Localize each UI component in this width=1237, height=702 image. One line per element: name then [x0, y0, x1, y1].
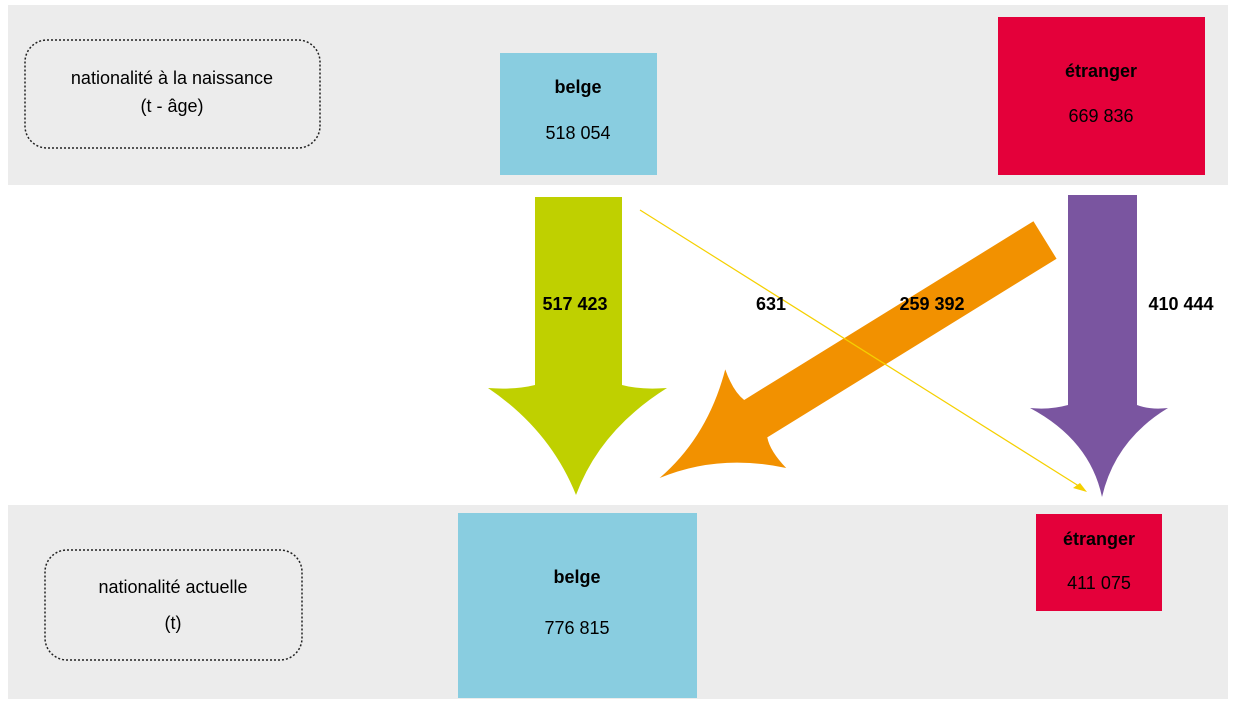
flow-arrow: [1030, 195, 1168, 497]
belge-box: [458, 513, 697, 698]
flow-label: 517 423: [542, 294, 607, 314]
etranger-box: [998, 17, 1205, 175]
row-label: (t - âge): [140, 96, 203, 116]
flow-line: [639, 209, 1083, 489]
flow-arrow: [488, 197, 667, 495]
row-label: nationalité à la naissance: [71, 68, 273, 88]
box-value: 518 054: [545, 123, 610, 143]
box-title: étranger: [1065, 61, 1137, 81]
etranger-box: [1036, 514, 1162, 611]
flow-label: 259 392: [899, 294, 964, 314]
flow-label: 410 444: [1148, 294, 1213, 314]
row-label: nationalité actuelle: [98, 577, 247, 597]
belge-box: [500, 53, 657, 175]
flow-arrow: [659, 221, 1057, 479]
dashed-box: [44, 549, 303, 661]
flow-label: 631: [756, 294, 786, 314]
box-value: 776 815: [544, 618, 609, 638]
box-value: 669 836: [1068, 106, 1133, 126]
box-title: belge: [554, 77, 601, 97]
row-label: (t): [165, 613, 182, 633]
box-value: 411 075: [1067, 573, 1131, 593]
box-title: belge: [553, 567, 600, 587]
box-title: étranger: [1063, 529, 1135, 549]
flow-arrowhead: [1073, 483, 1087, 492]
dashed-box: [24, 39, 321, 149]
